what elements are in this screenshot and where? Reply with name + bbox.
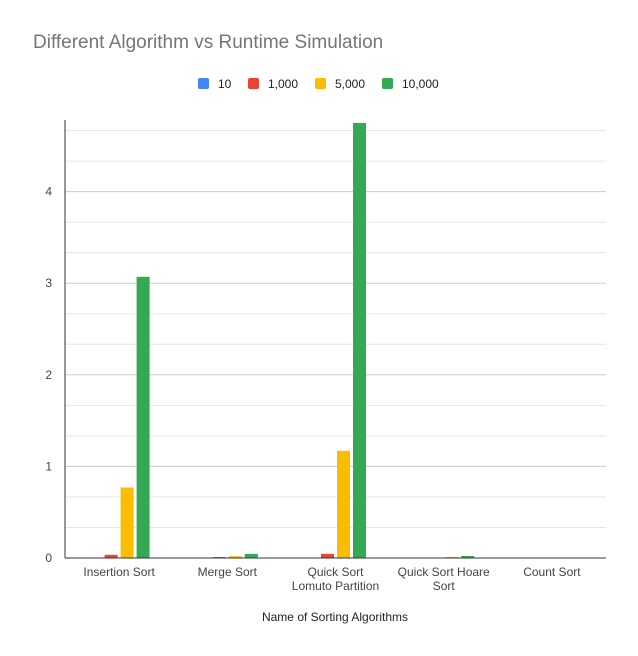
x-tick-labels: Insertion Sort Merge Sort Quick Sort Lomuto… bbox=[83, 565, 581, 593]
bar bbox=[321, 553, 334, 558]
chart-title: Different Algorithm vs Runtime Simulatio… bbox=[33, 32, 384, 53]
x-tick-label: Insertion Sort bbox=[83, 565, 155, 579]
x-tick-label: Merge Sort bbox=[198, 565, 258, 579]
bar bbox=[244, 553, 258, 558]
legend-item: 10,000 bbox=[382, 77, 439, 91]
y-tick-label: 0 bbox=[45, 551, 52, 565]
y-tick-label: 1 bbox=[45, 459, 52, 473]
bar bbox=[353, 122, 366, 559]
y-tick-labels: 0 1 2 3 4 bbox=[45, 185, 52, 565]
legend-label: 5,000 bbox=[335, 77, 365, 91]
x-axis-title: Name of Sorting Algorithms bbox=[262, 610, 408, 624]
legend-label: 1,000 bbox=[268, 77, 298, 91]
bar bbox=[461, 555, 475, 558]
legend-item: 1,000 bbox=[248, 77, 298, 91]
x-tick-label: Count Sort bbox=[523, 565, 581, 579]
gridlines bbox=[65, 130, 606, 528]
x-tick-label: Quick Sort Lomuto Partition bbox=[292, 565, 379, 593]
x-tick-label: Quick Sort Hoare Sort bbox=[398, 565, 490, 593]
legend-label: 10 bbox=[218, 77, 232, 91]
legend-item: 10 bbox=[198, 77, 232, 91]
legend-swatch bbox=[382, 78, 393, 89]
legend-item: 5,000 bbox=[315, 77, 365, 91]
legend-swatch bbox=[248, 78, 259, 89]
bar bbox=[228, 556, 242, 558]
y-tick-label: 2 bbox=[45, 368, 52, 382]
legend-swatch bbox=[315, 78, 326, 89]
axes bbox=[64, 120, 606, 559]
bar bbox=[445, 556, 459, 558]
bar bbox=[120, 487, 134, 558]
bars bbox=[104, 122, 583, 559]
bar bbox=[136, 276, 150, 558]
y-tick-label: 3 bbox=[45, 276, 52, 290]
bar bbox=[337, 450, 350, 558]
legend: 10 1,000 5,000 10,000 bbox=[198, 77, 439, 91]
y-tick-label: 4 bbox=[45, 185, 52, 199]
legend-label: 10,000 bbox=[402, 77, 439, 91]
legend-swatch bbox=[198, 78, 209, 89]
bar bbox=[104, 554, 118, 558]
